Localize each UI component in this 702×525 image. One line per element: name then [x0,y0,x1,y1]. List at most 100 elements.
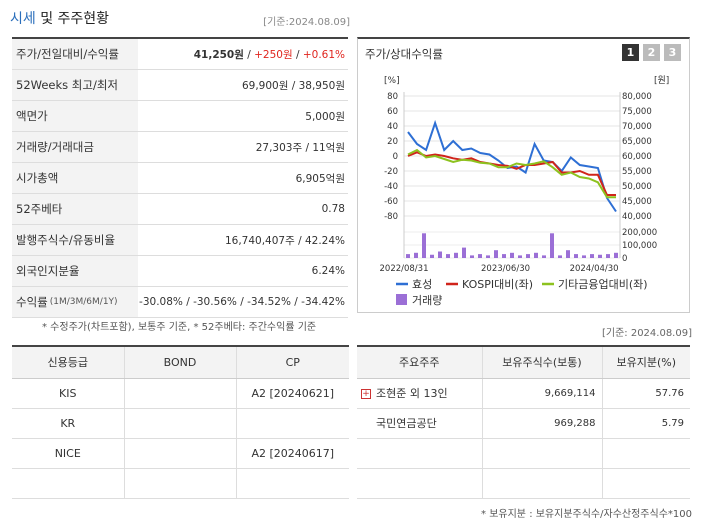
table-row: + 조현준 외 13인 9,669,114 57.76 [357,378,690,409]
table-cell: 969,288 [481,408,602,439]
table-cell: A2 [20240617] [235,438,349,469]
volume-bar [582,255,586,258]
table-cell [481,468,602,499]
col-header: 신용등급 [12,346,124,379]
info-label: 52Weeks 최고/최저 [12,70,138,100]
right-tick-label: 50,000 [622,182,652,192]
title-rest: 및 주주현황 [35,11,110,27]
series-line-3 [407,148,616,199]
info-value: 6,905억원 [295,172,345,185]
chart-page-3[interactable]: 3 [664,44,681,61]
volume-bar [486,255,490,258]
table-cell: KIS [12,378,124,409]
table-row [357,468,690,499]
col-header: CP [235,346,349,379]
volume-bar [534,252,538,258]
legend-label: 효성 [412,278,432,291]
volume-bar [510,252,514,258]
info-value: 16,740,407주 / 42.24% [224,234,345,247]
right-tick-label: 65,000 [622,137,652,147]
info-value: -30.08% / -30.56% / -34.52% / -34.42% [139,296,345,308]
volume-bar [470,255,474,258]
table-row [357,438,690,469]
table-cell [123,468,236,499]
info-value: 69,900원 / 38,950원 [241,79,345,92]
right-tick-label: 45,000 [622,197,652,207]
volume-bar [606,254,610,258]
table-cell [357,468,482,499]
info-label: 외국인지분율 [12,256,138,286]
chart-pagination: 1 2 3 [622,44,681,61]
price-chart: [%] [원] 80 80,000 60 75,000 40 70,000 20 65,000 0 6… [380,75,670,307]
holder-name: 조현준 외 13인 [376,387,448,400]
legend-label: 거래량 [412,294,442,307]
info-row-return: 수익률 (1M/3M/6M/1Y) -30.08% / -30.56% / -34.… [12,287,348,318]
reference-date-2: [기준: 2024.08.09] [601,328,692,339]
volume-bar [422,233,426,258]
table-cell [123,438,236,469]
table-cell [357,438,482,469]
volume-bar [446,254,450,258]
price-change-rate: +0.61% [302,48,345,61]
col-header: 주요주주 [357,346,482,379]
chart-page-2[interactable]: 2 [643,44,660,61]
table-cell [481,438,602,469]
col-header: 보유지분(%) [601,346,690,379]
volume-bar [542,255,546,258]
holding-note: * 보유지분 : 보유지분주식수/자수산정주식수*100 [481,509,692,520]
chart-page-1[interactable]: 1 [622,44,639,61]
table-cell [235,468,349,499]
table-cell: 57.76 [601,378,690,409]
left-tick-label: -60 [384,197,398,207]
section-title: 시세 및 주주현황 [10,8,109,28]
volume-bar [518,255,522,258]
info-row-par: 액면가 5,000원 [12,101,348,132]
volume-bar [526,254,530,258]
volume-bar [406,254,410,258]
volume-bar [614,252,618,258]
legend-label: KOSPI대비(좌) [462,278,533,291]
volume-bar [566,250,570,258]
price-note: * 수정주가(차트포함), 보통주 기준, * 52주베타: 주간수익률 기준 [42,322,317,333]
right-tick-label: 40,000 [622,212,652,222]
left-tick-label: 20 [387,137,398,147]
left-tick-label: 60 [387,107,398,117]
title-main: 시세 [10,11,36,27]
volume-bar [598,254,602,258]
info-row-52weeks: 52Weeks 최고/최저 69,900원 / 38,950원 [12,70,348,101]
volume-bar [462,247,466,258]
legend-label: 기타금융업대비(좌) [558,278,648,291]
table-cell [601,438,690,469]
volume-tick-label: 0 [622,254,627,264]
expand-plus-icon[interactable]: + [361,389,371,399]
legend-swatch [396,294,407,305]
volume-bar [438,251,442,258]
price-info-table: 주가/전일대비/수익률 41,250원 / +250원 / +0.61% 52W… [12,37,348,318]
x-tick-label: 2023/06/30 [481,264,530,274]
major-shareholders-table: 주요주주 보유주식수(보통) 보유지분(%) + 조현준 외 13인 9,669,1… [357,345,690,499]
holder-name-cell: + 조현준 외 13인 [357,378,482,409]
info-row-marketcap: 시가총액 6,905억원 [12,163,348,194]
table-cell: A2 [20240621] [235,378,349,409]
left-tick-label: -80 [384,212,398,222]
volume-tick-label: 200,000 [622,228,657,238]
table-cell [235,408,349,439]
info-row-foreign: 외국인지분율 6.24% [12,256,348,287]
credit-rating-table: 신용등급 BOND CP KIS A2 [20240621] KR NICE A2 … [12,345,349,499]
table-cell: 9,669,114 [481,378,602,409]
info-label: 발행주식수/유동비율 [12,225,138,255]
left-axis-unit: [%] [384,76,400,86]
left-tick-label: -40 [384,182,398,192]
return-periods: (1M/3M/6M/1Y) [49,297,118,307]
right-tick-label: 60,000 [622,152,652,162]
table-cell: 5.79 [601,408,690,439]
right-tick-label: 80,000 [622,92,652,102]
table-row: NICE A2 [20240617] [12,438,349,469]
current-price: 41,250원 [193,48,244,61]
volume-bar [558,255,562,258]
table-cell [123,378,236,409]
x-tick-label: 2022/08/31 [380,264,429,274]
volume-bar [478,254,482,258]
right-tick-label: 75,000 [622,107,652,117]
volume-bar [550,233,554,258]
